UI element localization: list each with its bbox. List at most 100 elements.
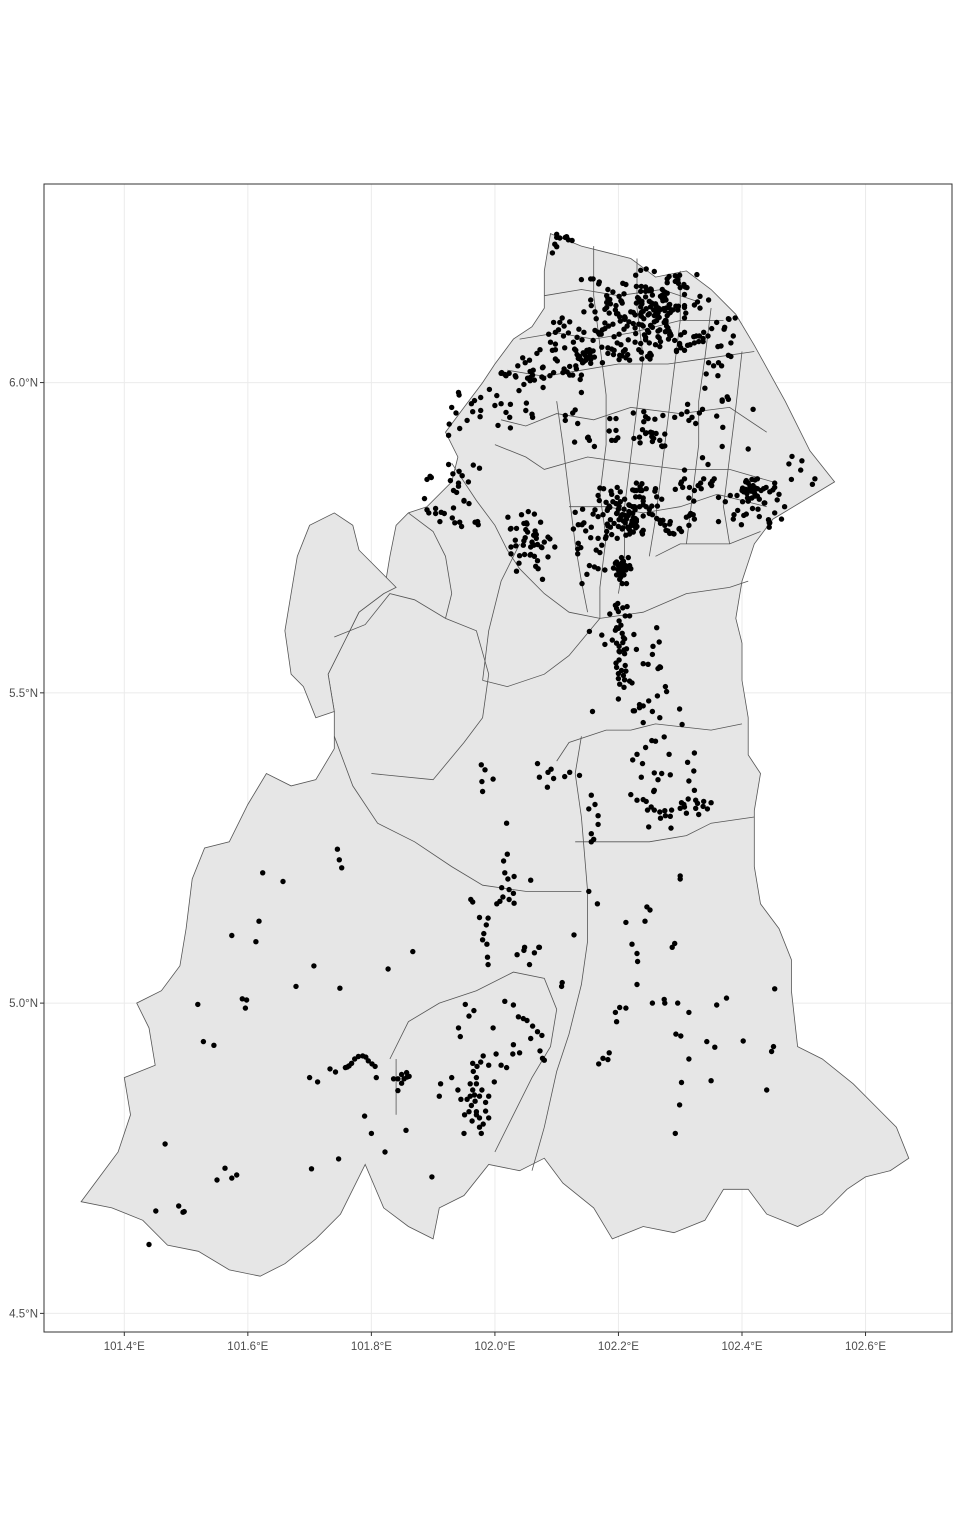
location-point	[764, 1087, 770, 1093]
location-point	[638, 774, 644, 780]
location-point	[499, 885, 505, 891]
location-point	[153, 1208, 159, 1214]
location-point	[640, 661, 646, 667]
location-point	[629, 941, 635, 947]
location-point	[478, 762, 484, 768]
location-point	[686, 512, 693, 519]
location-point	[596, 497, 602, 504]
location-point	[684, 284, 690, 291]
x-tick-label: 102.4°E	[721, 1341, 762, 1353]
location-point	[694, 800, 701, 806]
location-point	[314, 1079, 321, 1085]
location-point	[503, 820, 510, 826]
location-point	[642, 284, 649, 290]
location-point	[526, 961, 533, 968]
location-point	[609, 346, 615, 352]
location-point	[708, 800, 714, 806]
location-point	[699, 455, 706, 461]
location-point	[664, 312, 670, 319]
location-point	[617, 318, 623, 324]
location-point	[649, 1000, 656, 1006]
location-point	[523, 520, 530, 526]
location-point	[756, 513, 762, 520]
location-point	[481, 930, 487, 937]
location-point	[461, 1130, 467, 1137]
location-point	[602, 320, 608, 326]
location-point	[607, 517, 614, 523]
location-point	[544, 784, 551, 790]
location-point	[621, 496, 628, 502]
location-point	[559, 315, 565, 321]
location-point	[429, 1174, 435, 1180]
location-point	[602, 567, 608, 573]
location-point	[702, 385, 708, 391]
location-point	[470, 1060, 476, 1067]
location-point	[645, 661, 651, 667]
state-outline	[80, 233, 910, 1277]
location-point	[642, 744, 649, 751]
location-point	[610, 321, 616, 327]
location-point	[651, 807, 657, 813]
location-point	[677, 873, 683, 879]
location-point	[614, 484, 620, 491]
location-point	[486, 1093, 492, 1099]
location-point	[749, 495, 755, 501]
location-point	[686, 1009, 692, 1016]
location-point	[547, 373, 553, 379]
location-point	[260, 870, 266, 876]
location-point	[619, 512, 625, 518]
location-point	[681, 801, 687, 808]
location-point	[657, 815, 664, 821]
location-point	[686, 484, 693, 491]
location-point	[552, 329, 559, 335]
location-point	[809, 481, 816, 487]
location-point	[511, 900, 517, 906]
location-point	[687, 342, 693, 348]
location-point	[786, 461, 792, 467]
location-point	[586, 562, 593, 569]
location-point	[719, 397, 725, 403]
location-point	[503, 409, 509, 416]
district-boundary	[389, 971, 558, 1153]
location-point	[712, 1044, 718, 1050]
location-point	[676, 706, 683, 712]
location-point	[474, 1063, 480, 1070]
location-point	[562, 412, 568, 419]
district-boundary	[556, 401, 588, 613]
location-point	[479, 937, 486, 943]
location-point	[476, 465, 483, 471]
location-point	[638, 283, 644, 290]
location-point	[630, 757, 636, 763]
location-point	[534, 558, 541, 564]
location-point	[525, 508, 531, 515]
location-point	[646, 340, 652, 346]
location-point	[778, 516, 785, 522]
location-point	[368, 1130, 375, 1137]
location-point	[491, 1079, 497, 1085]
location-point	[623, 646, 630, 652]
location-point	[705, 333, 711, 339]
location-point	[602, 641, 608, 648]
location-point	[410, 948, 416, 955]
location-point	[686, 495, 692, 501]
location-point	[599, 632, 605, 638]
location-point	[615, 696, 622, 702]
location-point	[518, 512, 525, 518]
location-point	[473, 1074, 480, 1081]
location-point	[641, 316, 647, 322]
district-boundary	[501, 406, 767, 433]
location-point	[752, 477, 758, 483]
location-point	[480, 1121, 486, 1127]
district-boundary	[531, 736, 588, 1171]
y-tick-label: 5.5°N	[9, 688, 38, 700]
location-point	[631, 522, 637, 528]
location-point	[617, 314, 623, 320]
location-point	[696, 410, 703, 416]
location-point	[651, 435, 657, 442]
location-point	[686, 522, 692, 528]
location-point	[691, 487, 698, 494]
location-point	[572, 509, 578, 515]
location-point	[578, 372, 585, 378]
location-point	[229, 932, 235, 939]
location-point	[714, 319, 720, 326]
